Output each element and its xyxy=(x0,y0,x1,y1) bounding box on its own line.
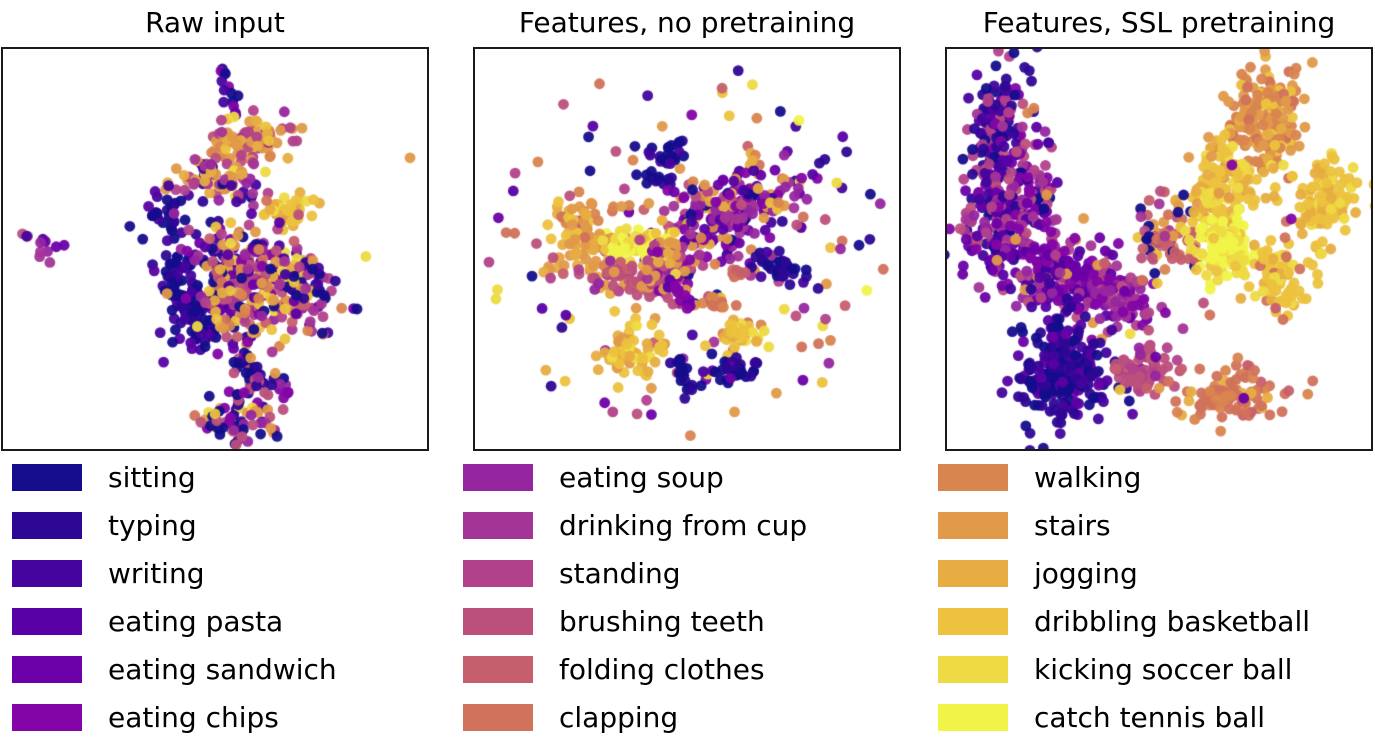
legend-item: catch tennis ball xyxy=(938,700,1310,734)
legend-label: clapping xyxy=(559,700,679,734)
legend-label: writing xyxy=(108,556,205,590)
panel-title-no-pretraining: Features, no pretraining xyxy=(518,6,856,39)
legend-label: jogging xyxy=(1034,556,1138,590)
legend-swatch xyxy=(463,656,533,683)
legend-swatch xyxy=(938,608,1008,635)
panel-no-pretraining xyxy=(473,47,901,451)
legend-swatch xyxy=(12,608,82,635)
legend-label: walking xyxy=(1034,460,1142,494)
legend-item: typing xyxy=(12,508,337,542)
legend-item: eating chips xyxy=(12,700,337,734)
legend-label: eating soup xyxy=(559,460,724,494)
panel-title-raw-input: Raw input xyxy=(145,6,285,39)
legend-swatch xyxy=(938,656,1008,683)
legend-swatch xyxy=(938,704,1008,731)
legend-label: drinking from cup xyxy=(559,508,808,542)
legend-swatch xyxy=(938,512,1008,539)
legend-label: eating sandwich xyxy=(108,652,337,686)
panel-title-ssl-pretraining: Features, SSL pretraining xyxy=(982,6,1336,39)
legend-swatch xyxy=(12,560,82,587)
legend-item: folding clothes xyxy=(463,652,807,686)
legend-item: eating pasta xyxy=(12,604,337,638)
legend-label: folding clothes xyxy=(559,652,765,686)
scatter-plot-raw-input xyxy=(3,49,427,449)
legend-label: eating pasta xyxy=(108,604,284,638)
legend-item: standing xyxy=(463,556,807,590)
legend-column-3: walking stairs jogging dribbling basketb… xyxy=(938,460,1311,752)
legend-item: writing xyxy=(12,556,337,590)
legend-swatch xyxy=(463,560,533,587)
scatter-plot-no-pretraining xyxy=(475,49,899,449)
legend-item: brushing teeth xyxy=(463,604,807,638)
legend-label: eating chips xyxy=(108,700,279,734)
legend-column-2: eating soup drinking from cup standing b… xyxy=(463,460,808,752)
legend-swatch xyxy=(12,464,82,491)
legend-swatch xyxy=(463,464,533,491)
legend-swatch xyxy=(12,512,82,539)
legend-item: jogging xyxy=(938,556,1310,590)
legend-item: kicking soccer ball xyxy=(938,652,1310,686)
legend-item: clapping xyxy=(463,700,807,734)
legend-label: catch tennis ball xyxy=(1034,700,1266,734)
legend-item: drinking from cup xyxy=(463,508,808,542)
legend-swatch xyxy=(463,704,533,731)
legend-label: sitting xyxy=(108,460,196,494)
legend-item: dribbling basketball xyxy=(938,604,1311,638)
legend-column-1: sitting typing writing eating pasta eati… xyxy=(12,460,337,752)
legend-swatch xyxy=(463,608,533,635)
legend-label: stairs xyxy=(1034,508,1111,542)
legend-label: typing xyxy=(108,508,197,542)
legend-label: standing xyxy=(559,556,681,590)
legend-swatch xyxy=(463,512,533,539)
panel-ssl-pretraining xyxy=(945,47,1373,451)
legend-item: eating sandwich xyxy=(12,652,337,686)
legend-swatch xyxy=(938,560,1008,587)
legend-item: eating soup xyxy=(463,460,807,494)
legend-swatch xyxy=(938,464,1008,491)
legend-item: walking xyxy=(938,460,1310,494)
legend-item: stairs xyxy=(938,508,1310,542)
legend-swatch xyxy=(12,704,82,731)
legend-swatch xyxy=(12,656,82,683)
panel-raw-input xyxy=(1,47,429,451)
scatter-plot-ssl-pretraining xyxy=(947,49,1371,449)
legend-label: kicking soccer ball xyxy=(1034,652,1293,686)
legend-label: dribbling basketball xyxy=(1034,604,1311,638)
legend-label: brushing teeth xyxy=(559,604,765,638)
legend-item: sitting xyxy=(12,460,337,494)
